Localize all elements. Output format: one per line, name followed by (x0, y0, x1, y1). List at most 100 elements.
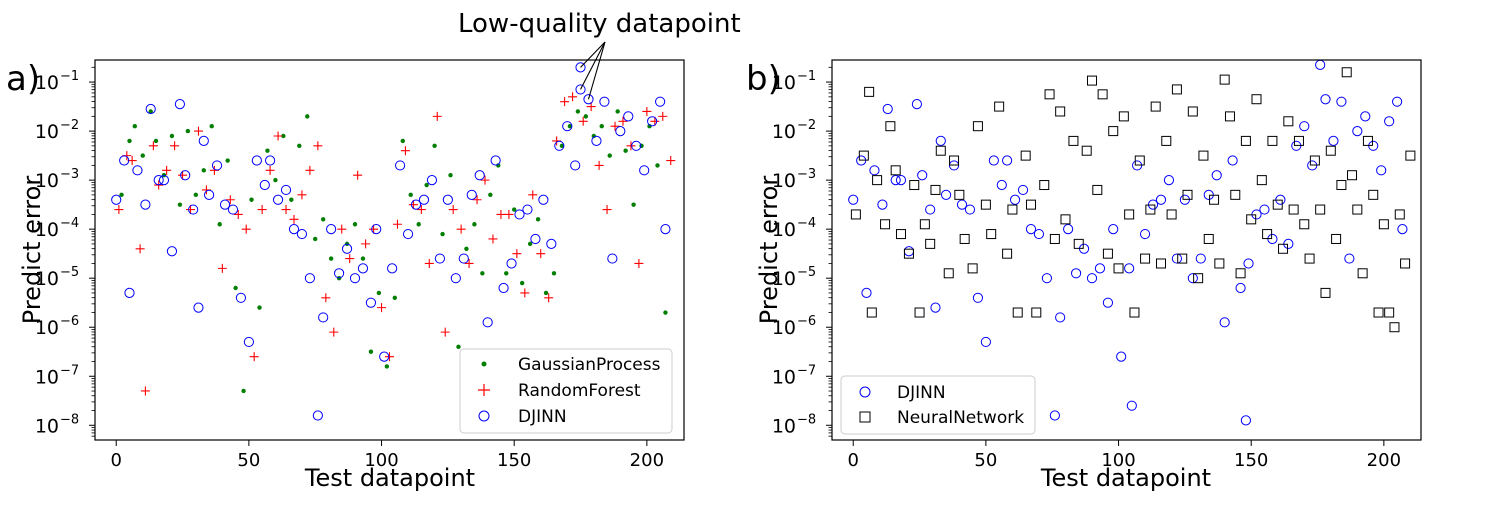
panel-a-randomforest-point (249, 352, 259, 362)
panel-b-x-tick-label: 100 (1101, 450, 1135, 471)
panel-a-gaussianprocess-point (257, 305, 262, 310)
panel-a-djinn-point (158, 175, 170, 186)
panel-a-randomforest-point (464, 258, 474, 268)
panel-a-randomforest-point (337, 224, 347, 234)
panel-a-y-tick-label: 10 (35, 72, 59, 94)
panel-b-djinn-point (1219, 317, 1230, 328)
panel-a-randomforest-point (225, 195, 235, 205)
panel-a-randomforest-point (594, 160, 604, 170)
panel-b-djinn-point (917, 170, 928, 181)
panel-a-y-tick-exponent: −4 (60, 216, 79, 231)
panel-a-randomforest-point (257, 205, 267, 215)
panel-b-neuralnetwork-point (967, 263, 978, 274)
panel-a-gaussianprocess-point (193, 192, 199, 198)
panel-a-djinn-point (418, 194, 430, 205)
panel-a-djinn-point (631, 140, 642, 151)
panel-a-randomforest-point (610, 121, 620, 131)
panel-b-neuralnetwork-point (1283, 116, 1294, 127)
panel-a-legend-box (459, 348, 673, 434)
panel-a-randomforest-point (140, 386, 150, 396)
panel-b-frame (831, 59, 1422, 441)
panel-b-neuralnetwork-point (959, 233, 970, 244)
panel-b-neuralnetwork-point (1230, 189, 1241, 200)
panel-b-djinn-point (1211, 170, 1222, 181)
panel-a-randomforest-point (512, 249, 522, 259)
panel-a-gaussianprocess-point (249, 197, 254, 202)
panel-b-neuralnetwork-point (1304, 253, 1315, 264)
annotation-arrows (580, 41, 606, 100)
panel-b-neuralnetwork-point (1007, 204, 1018, 215)
panel-b-djinn-point (1017, 184, 1029, 196)
legend-djinn-label-b: DJINN (897, 383, 946, 403)
panel-a-djinn-point (466, 189, 477, 200)
legend-gaussianprocess-label: GaussianProcess (518, 355, 661, 375)
panel-b-djinn-point (1240, 415, 1251, 426)
panel-a-randomforest-point (305, 165, 315, 175)
panel-a-randomforest-point (578, 116, 588, 126)
panel-a-gaussianprocess-point (392, 295, 398, 301)
panel-b-y-tick-exponent: −8 (797, 412, 816, 427)
panel-a-y-tick-label: 10 (35, 415, 59, 437)
panel-a-djinn-point (219, 199, 231, 210)
panel-a-gaussianprocess-point (127, 138, 132, 144)
legend-gaussianprocess-marker (481, 361, 487, 367)
panel-a-legend: GaussianProcess RandomForest DJINN (459, 348, 673, 434)
panel-b-neuralnetwork-point (1214, 258, 1225, 269)
panel-a-randomforest-point (528, 190, 538, 200)
panel-b-neuralnetwork-point (930, 184, 941, 195)
panel-b-neuralnetwork-point (895, 229, 906, 240)
panel-a-gaussianprocess-point (313, 236, 318, 242)
panel-b-neuralnetwork-point (925, 238, 936, 249)
panel-a-gaussianprocess-point (233, 285, 238, 291)
panel-a-gaussianprocess-point (169, 133, 175, 139)
panel-b-neuralnetwork-point (1362, 135, 1373, 146)
panel-b-neuralnetwork-point (1315, 204, 1326, 215)
panel-b-neuralnetwork-point (1187, 106, 1198, 117)
panel-a-randomforest-point (329, 327, 339, 337)
annotation-arrow (580, 41, 606, 90)
panel-b-djinn-point (1063, 224, 1074, 235)
panel-b-neuralnetwork-point (1341, 67, 1352, 78)
panel-b-djinn-point (895, 175, 907, 186)
panel-b-neuralnetwork-point (1262, 229, 1273, 240)
panel-a-djinn-point (498, 282, 509, 294)
panel-a-gaussianprocess-point (368, 349, 374, 354)
panel-b-djinn-point (877, 199, 888, 210)
panel-b-y-tick-label: 10 (772, 415, 796, 437)
panel-b-neuralnetwork-point (1060, 214, 1071, 225)
panel-a-djinn-point (410, 199, 422, 210)
panel-a-randomforest-point (416, 205, 426, 215)
panel-a-djinn-point (111, 194, 122, 205)
panel-a-y-tick-exponent: −6 (60, 314, 79, 329)
panel-a-randomforest-point (472, 195, 482, 205)
panel-b-djinn-point (930, 302, 941, 313)
panel-a-randomforest-point (241, 224, 251, 234)
legend-neuralnetwork-label: NeuralNetwork (897, 408, 1024, 428)
panel-b-y-ticks: 10−110−210−310−410−510−610−710−8 (772, 66, 832, 437)
panel-a-gaussianprocess-point (519, 280, 525, 286)
panel-a-djinn-point (647, 116, 658, 127)
panel-a-randomforest-point (408, 200, 418, 210)
panel-a-randomforest-point (281, 205, 291, 215)
panel-b-djinn-point (1195, 253, 1206, 264)
panel-b-neuralnetwork-point (1055, 106, 1066, 117)
panel-a-djinn-point (562, 121, 573, 132)
panel-b-djinn-point (848, 194, 859, 205)
panel-b-neuralnetwork-point (864, 86, 875, 97)
panel-b-neuralnetwork-point (903, 248, 914, 259)
panel-b-neuralnetwork-point (972, 121, 983, 132)
panel-b-neuralnetwork-point (1389, 322, 1400, 333)
panel-b-neuralnetwork-point (909, 180, 920, 191)
panel-a-y-tick-exponent: −3 (60, 167, 79, 182)
legend-randomforest-label: RandomForest (518, 381, 641, 401)
annotation-arrow (580, 41, 606, 68)
panel-a-djinn-point (288, 224, 300, 235)
panel-a-gaussianprocess-point (241, 388, 246, 394)
panel-b-neuralnetwork-point (1166, 209, 1177, 220)
panel-a-djinn-point (538, 194, 549, 205)
panel-b-neuralnetwork-point (1140, 253, 1151, 264)
panel-a-randomforest-point (568, 92, 578, 102)
panel-a-djinn-point (235, 292, 247, 303)
panel-b-djinn-point (1139, 228, 1151, 240)
legend-neuralnetwork-marker (859, 411, 871, 423)
